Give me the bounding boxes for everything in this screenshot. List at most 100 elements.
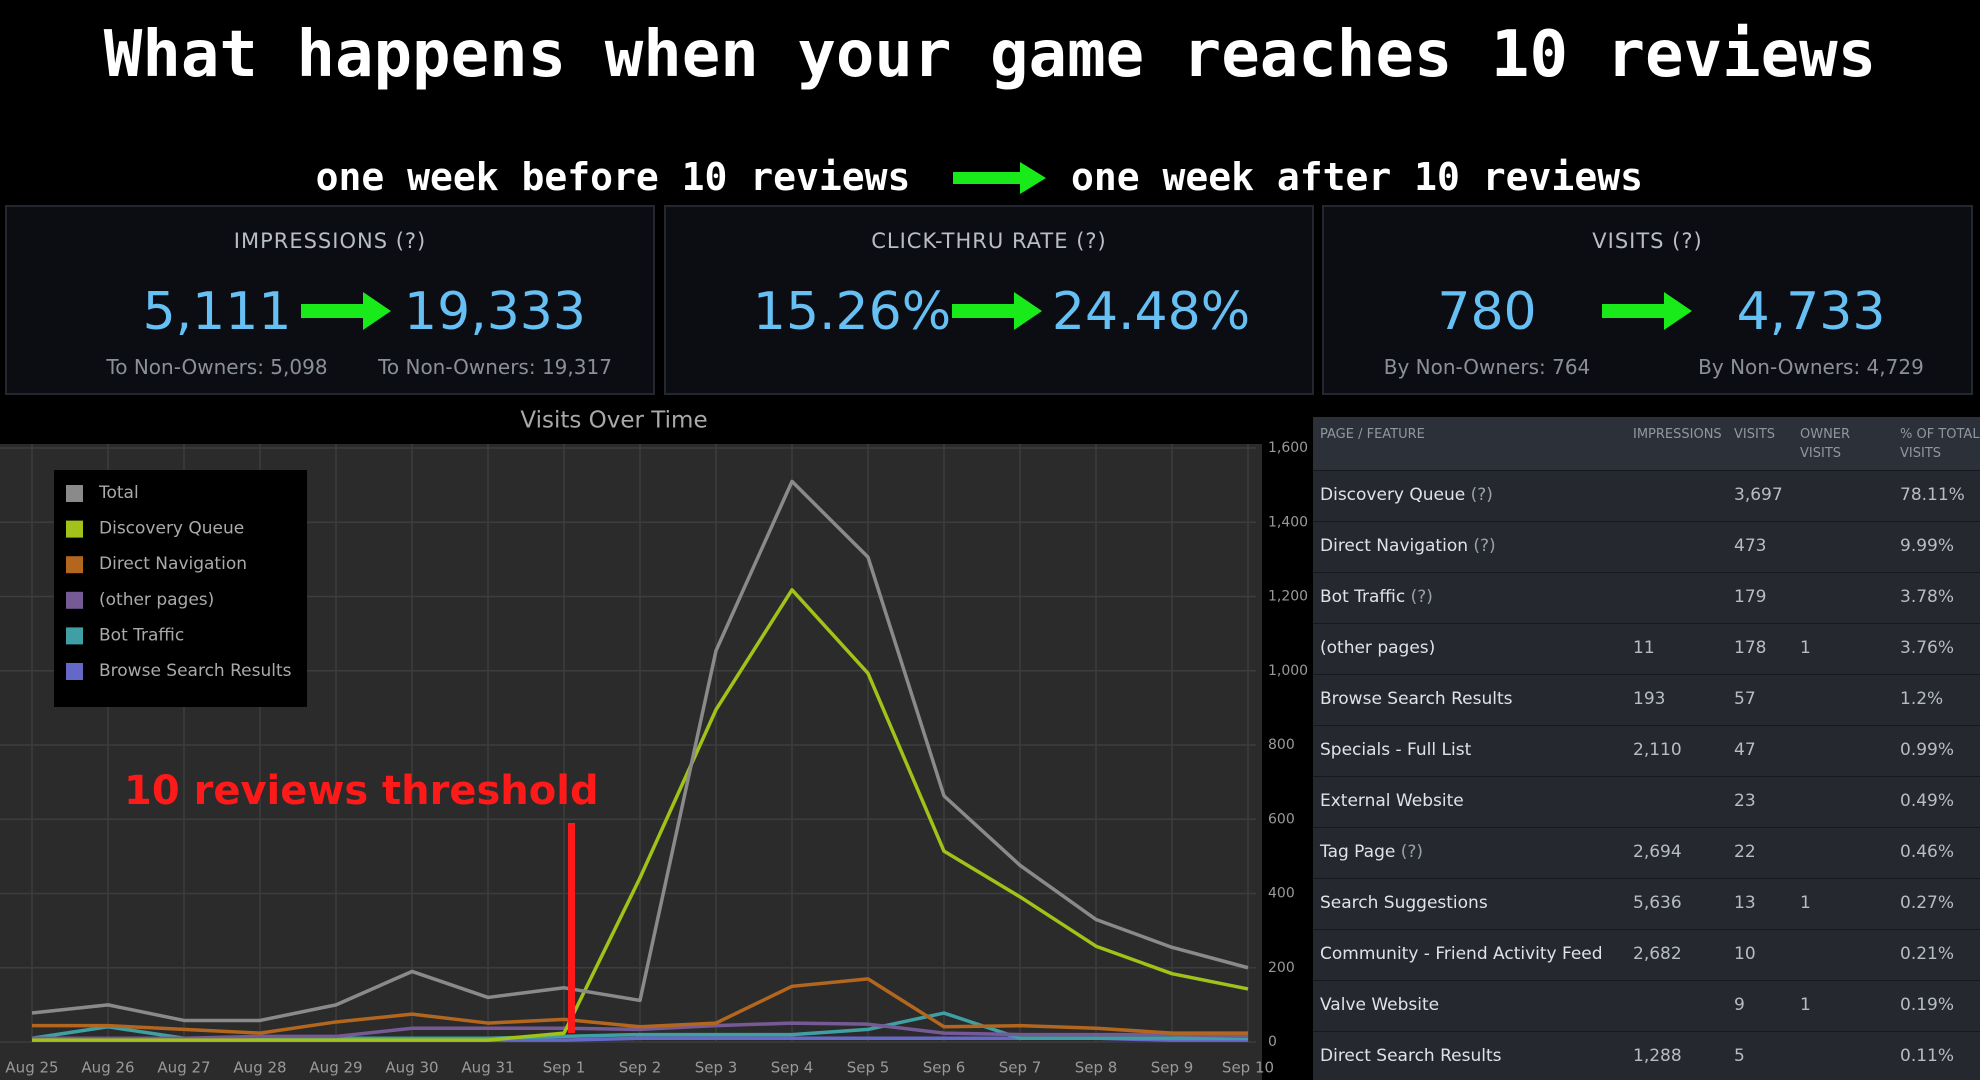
x-tick-label: Sep 10 [1222, 1059, 1274, 1077]
hint: (?) [1473, 536, 1496, 556]
arrow [952, 292, 1042, 330]
page-label: Tag Page [1320, 842, 1396, 862]
cell-percent: 0.11% [1900, 1046, 1955, 1066]
y-tick-label: 800 [1268, 737, 1295, 753]
x-tick-label: Aug 25 [5, 1059, 58, 1077]
table-row: Valve Website 9 1 0.19% [1313, 980, 1980, 1031]
cell-owner-visits: 1 [1800, 638, 1811, 658]
page-name: (other pages) [1320, 638, 1435, 658]
sub-before: To Non-Owners: 5,098 [106, 355, 328, 379]
after-label: one week after 10 reviews [1071, 155, 1643, 199]
table-row: Community - Friend Activity Feed 2,682 10 0… [1313, 929, 1980, 980]
page-label: Community - Friend Activity Feed [1320, 944, 1603, 964]
table-row: Bot Traffic (?) 179 3.78% [1313, 572, 1980, 623]
x-tick-label: Sep 7 [999, 1059, 1042, 1077]
annotation: 10 reviews threshold [124, 768, 599, 814]
cell-percent: 9.99% [1900, 536, 1955, 556]
cell-visits: 473 [1734, 536, 1767, 556]
y-tick-label: 1,400 [1268, 514, 1308, 530]
x-tick-label: Aug 29 [309, 1059, 362, 1077]
hint: (?) [1400, 842, 1424, 862]
x-tick-label: Sep 9 [1151, 1059, 1194, 1077]
page-label: Search Suggestions [1320, 893, 1488, 913]
cell-percent: 3.76% [1900, 638, 1955, 658]
legend-box [54, 470, 307, 707]
panel: IMPRESSIONS (?) 5,111 19,333 To Non-Owne… [5, 205, 655, 395]
hint: (?) [1410, 587, 1433, 607]
legend: Total Discovery Queue Direct Navigation (ot… [54, 470, 307, 707]
before-label: one week before 10 reviews [315, 155, 911, 199]
cell-impressions: 2,110 [1633, 740, 1682, 760]
cell-impressions: 2,682 [1633, 944, 1682, 964]
column-header: VISITS [1734, 427, 1776, 442]
page-label: External Website [1320, 791, 1464, 811]
x-tick-label: Aug 31 [461, 1059, 514, 1077]
cell-percent: 0.27% [1900, 893, 1955, 913]
cell-visits: 178 [1734, 638, 1767, 658]
cell-impressions: 2,694 [1633, 842, 1682, 862]
cell-visits: 5 [1734, 1046, 1745, 1066]
cell-owner-visits: 1 [1800, 893, 1811, 913]
page-label: Direct Search Results [1320, 1046, 1502, 1066]
legend-swatch [66, 663, 83, 680]
cell-visits: 13 [1734, 893, 1756, 913]
x-tick-label: Sep 6 [923, 1059, 966, 1077]
x-tick-label: Aug 26 [81, 1059, 134, 1077]
y-tick-label: 1,200 [1268, 589, 1308, 605]
chart: Visits Over Time 0 200 400 600 800 1,000 1,200… [0, 400, 1310, 1080]
value-before: 5,111 [142, 282, 292, 342]
legend-swatch [66, 591, 83, 609]
table-header [1313, 417, 1980, 470]
x-tick-label: Aug 27 [157, 1059, 210, 1077]
page-label: Browse Search Results [1320, 689, 1513, 709]
legend-swatch [66, 627, 83, 645]
cell-impressions: 5,636 [1633, 893, 1682, 913]
table-row: Direct Navigation (?) 473 9.99% [1313, 521, 1980, 572]
cell-visits: 47 [1734, 740, 1756, 760]
table-row: Tag Page (?) 2,694 22 0.46% [1313, 827, 1980, 878]
x-tick-label: Sep 8 [1075, 1059, 1118, 1077]
arrow [301, 292, 391, 330]
title: What happens when your game reaches 10 r… [103, 18, 1877, 92]
page-name: Direct Search Results [1320, 1046, 1502, 1066]
panel-title: CLICK-THRU RATE (?) [871, 229, 1107, 253]
cell-visits: 10 [1734, 944, 1756, 964]
legend-label: Bot Traffic [99, 625, 184, 645]
table-row: External Website 23 0.49% [1313, 776, 1980, 827]
y-tick-label: 0 [1268, 1034, 1277, 1050]
column-header: IMPRESSIONS [1633, 427, 1722, 442]
cell-impressions: 11 [1633, 638, 1655, 658]
legend-label: Discovery Queue [99, 519, 244, 539]
legend-label: Browse Search Results [99, 661, 292, 681]
cell-visits: 22 [1734, 842, 1756, 862]
cell-visits: 9 [1734, 995, 1745, 1015]
arrow [1602, 292, 1692, 330]
legend-swatch [66, 485, 83, 502]
table-row: Discovery Queue (?) 3,697 78.11% [1313, 470, 1980, 521]
x-tick-label: Sep 4 [771, 1059, 814, 1077]
panel-title: IMPRESSIONS (?) [233, 229, 427, 253]
page-name: External Website [1320, 791, 1464, 811]
cell-percent: 3.78% [1900, 587, 1955, 607]
table-row: Direct Search Results 1,288 5 0.11% [1313, 1031, 1980, 1080]
page-name: Direct Navigation (?) [1320, 536, 1496, 556]
page-name: Bot Traffic (?) [1320, 587, 1433, 607]
cell-visits: 179 [1734, 587, 1767, 607]
legend-swatch [66, 556, 83, 574]
table-row: Browse Search Results 193 57 1.2% [1313, 674, 1980, 725]
cell-percent: 0.21% [1900, 944, 1955, 964]
y-tick-label: 1,000 [1268, 663, 1308, 679]
x-tick-label: Sep 1 [543, 1059, 586, 1077]
x-tick-label: Sep 3 [695, 1059, 738, 1077]
page-name: Browse Search Results [1320, 689, 1513, 709]
column-header: PAGE / FEATURE [1320, 427, 1425, 442]
page-name: Valve Website [1320, 995, 1439, 1015]
cell-percent: 0.49% [1900, 791, 1955, 811]
line [31, 479, 1249, 1023]
cell-impressions: 1,288 [1633, 1046, 1682, 1066]
legend-label: Total [98, 483, 139, 503]
panel: CLICK-THRU RATE (?) 15.26% 24.48% [664, 205, 1314, 395]
legend-swatch [66, 520, 83, 538]
legend-label: (other pages) [99, 590, 214, 610]
